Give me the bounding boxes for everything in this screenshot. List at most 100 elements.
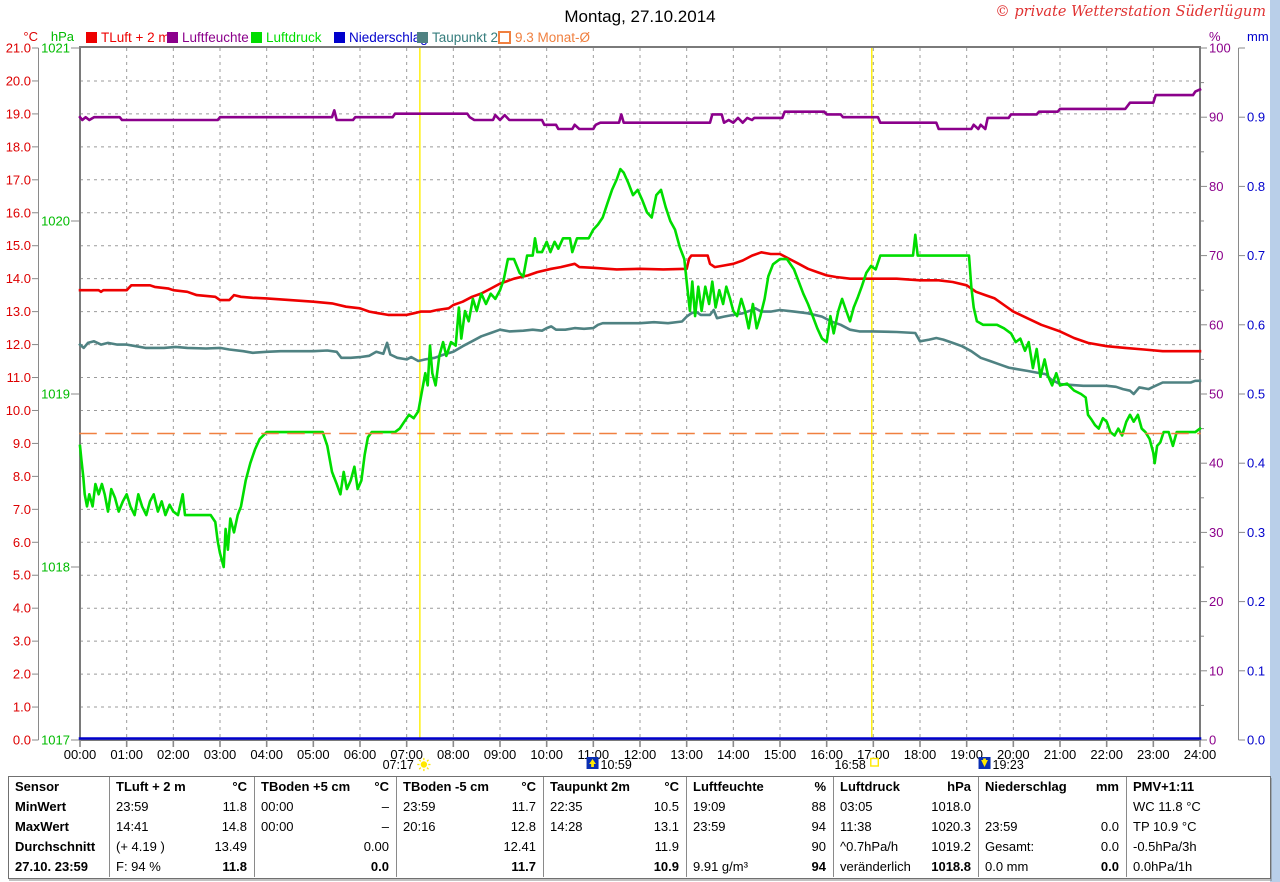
precip-tick-label: 0.1 bbox=[1247, 663, 1265, 678]
hour-tick-label: 08:00 bbox=[437, 747, 470, 762]
precip-tick-label: 0.9 bbox=[1247, 110, 1265, 125]
table-column-tluft-2-m: TLuft + 2 m °C 23:59 11.8 14:41 14.8 (+ 4.19 )… bbox=[109, 777, 254, 877]
precip-tick-label: 0.5 bbox=[1247, 387, 1265, 402]
col-1-header-label: TBoden +5 cm bbox=[261, 779, 351, 794]
row-label-0-label: Sensor bbox=[15, 779, 60, 794]
col-4-max-label: 23:59 bbox=[693, 819, 726, 834]
sunset-square-icon bbox=[870, 757, 879, 767]
col-3-min-label: 22:35 bbox=[550, 799, 583, 814]
col-5-header-label: Luftdruck bbox=[840, 779, 900, 794]
col-4-cur-label: 9.91 g/m³ bbox=[693, 859, 748, 874]
col-7-max-label: TP 10.9 °C bbox=[1133, 819, 1197, 834]
monatsmittel-swatch-icon bbox=[498, 31, 511, 44]
hour-tick-label: 23:00 bbox=[1137, 747, 1170, 762]
col-6-avg-value: 0.0 bbox=[1100, 839, 1119, 854]
col-2-min-value: 11.7 bbox=[511, 799, 536, 814]
col-5-cur-value: 1018.8 bbox=[931, 859, 971, 874]
col-0-min-label: 23:59 bbox=[116, 799, 149, 814]
row-label-4-label: 27.10. 23:59 bbox=[15, 859, 89, 874]
col-2-cur: 11.7 bbox=[397, 857, 543, 877]
col-5-max-label: 11:38 bbox=[840, 819, 872, 834]
temp-tick-label: 13.0 bbox=[6, 304, 31, 319]
hour-tick-label: 01:00 bbox=[110, 747, 143, 762]
copyright-text: © private Wetterstation Süderlügum bbox=[995, 4, 1266, 20]
temp-tick-label: 14.0 bbox=[6, 271, 31, 286]
col-4-min-value: 88 bbox=[811, 799, 826, 814]
col-3-min-value: 10.5 bbox=[653, 799, 679, 814]
col-2-header-value: °C bbox=[521, 779, 536, 794]
col-4-max: 23:59 94 bbox=[687, 817, 833, 837]
col-2-avg-value: 12.41 bbox=[503, 839, 536, 854]
humidity-axis-unit: % bbox=[1209, 29, 1221, 44]
col-7-header: PMV+1:11 bbox=[1127, 777, 1270, 797]
col-2-header: TBoden -5 cm °C bbox=[397, 777, 543, 797]
col-4-avg-value: 90 bbox=[811, 839, 826, 854]
col-1-cur: 0.0 bbox=[255, 857, 396, 877]
temp-tick-label: 8.0 bbox=[13, 469, 31, 484]
col-3-max-value: 13.1 bbox=[653, 819, 679, 834]
sun-ray bbox=[426, 767, 429, 770]
precip-tick-label: 0.2 bbox=[1247, 594, 1265, 609]
col-7-header-label: PMV+1:11 bbox=[1133, 779, 1195, 794]
col-2-max-label: 20:16 bbox=[403, 819, 436, 834]
col-3-min: 22:35 10.5 bbox=[544, 797, 686, 817]
col-0-cur-value: 11.8 bbox=[222, 859, 247, 874]
col-5-header-value: hPa bbox=[947, 779, 971, 794]
pressure-axis-unit: hPa bbox=[51, 29, 75, 44]
col-5-max: 11:38 1020.3 bbox=[834, 817, 978, 837]
sun-ray bbox=[426, 759, 429, 762]
chart-legend: TLuft + 2 m Luftfeuchte Luftdruck Nieder… bbox=[0, 30, 1280, 45]
col-5-avg-label: ^0.7hPa/h bbox=[840, 839, 899, 854]
col-1-max-label: 00:00 bbox=[261, 819, 294, 834]
col-6-header-value: mm bbox=[1095, 779, 1119, 794]
precip-tick-label: 0.7 bbox=[1247, 248, 1265, 263]
legend-label-monatsmittel: 9.3 Monat-Ø bbox=[515, 30, 591, 45]
temp-tick-label: 19.0 bbox=[6, 106, 31, 121]
row-label-3: Durchschnitt bbox=[9, 837, 109, 857]
col-6-cur-value: 0.0 bbox=[1100, 859, 1119, 874]
pressure-tick-label: 1020 bbox=[41, 214, 70, 229]
precip-tick-label: 0.3 bbox=[1247, 525, 1265, 540]
col-0-max-value: 14.8 bbox=[221, 819, 247, 834]
table-column-luftdruck: Luftdruck hPa 03:05 1018.0 11:38 1020.3 ^0.7hP… bbox=[833, 777, 978, 877]
series-tluft-2-m bbox=[78, 251, 1202, 353]
col-5-min: 03:05 1018.0 bbox=[834, 797, 978, 817]
col-3-cur-value: 10.9 bbox=[653, 859, 679, 874]
sun-ray bbox=[418, 767, 422, 770]
hour-tick-label: 22:00 bbox=[1090, 747, 1123, 762]
col-1-avg-value: 0.00 bbox=[363, 839, 389, 854]
temp-tick-label: 6.0 bbox=[13, 535, 31, 550]
table-column-tboden-5-cm: TBoden -5 cm °C 23:59 11.7 20:16 12.8 12.41 11.… bbox=[396, 777, 543, 877]
precip-tick-label: 0.4 bbox=[1247, 456, 1265, 471]
col-3-cur: 10.9 bbox=[544, 857, 686, 877]
col-6-min bbox=[979, 797, 1126, 817]
col-6-max-value: 0.0 bbox=[1100, 819, 1119, 834]
temp-tick-label: 12.0 bbox=[6, 337, 31, 352]
col-1-max: 00:00 – bbox=[255, 817, 396, 837]
col-6-header: Niederschlag mm bbox=[979, 777, 1126, 797]
hour-tick-label: 20:00 bbox=[997, 747, 1030, 762]
col-0-max: 14:41 14.8 bbox=[110, 817, 254, 837]
col-3-header: Taupunkt 2m °C bbox=[544, 777, 686, 797]
col-7-max: TP 10.9 °C bbox=[1127, 817, 1270, 837]
col-0-avg-value: 13.49 bbox=[214, 839, 247, 854]
col-5-avg-value: 1019.2 bbox=[931, 839, 971, 854]
hour-tick-label: 03:00 bbox=[204, 747, 237, 762]
temp-tick-label: 3.0 bbox=[13, 634, 31, 649]
row-label-2: MaxWert bbox=[9, 817, 109, 837]
hour-tick-label: 19:00 bbox=[950, 747, 983, 762]
hour-tick-label: 24:00 bbox=[1184, 747, 1217, 762]
window-edge-stripe bbox=[1270, 0, 1280, 882]
humidity-tick-label: 0 bbox=[1209, 733, 1216, 748]
temp-tick-label: 0.0 bbox=[13, 733, 31, 748]
legend-item-niederschlag: Niederschlag bbox=[334, 30, 428, 45]
humidity-tick-label: 10 bbox=[1209, 663, 1223, 678]
col-5-min-value: 1018.0 bbox=[931, 799, 971, 814]
col-7-cur-label: 0.0hPa/1h bbox=[1133, 859, 1193, 874]
hour-tick-label: 00:00 bbox=[64, 747, 97, 762]
col-4-cur-value: 94 bbox=[811, 859, 826, 874]
temp-tick-label: 4.0 bbox=[13, 601, 31, 616]
hour-tick-label: 12:00 bbox=[624, 747, 657, 762]
temp-tick-label: 15.0 bbox=[6, 238, 31, 253]
